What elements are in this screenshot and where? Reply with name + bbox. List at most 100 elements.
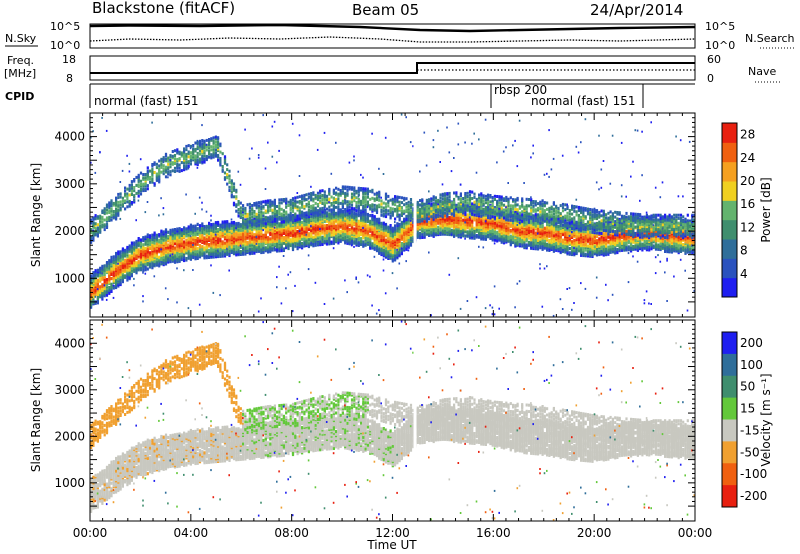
power-cell	[348, 227, 351, 232]
power-cell	[94, 269, 97, 273]
power-cell	[384, 202, 388, 206]
power-cell	[384, 244, 388, 248]
power-cell	[357, 193, 360, 197]
power-cell	[196, 139, 199, 142]
power-cell	[192, 144, 195, 147]
power-cell	[310, 209, 313, 213]
power-cell	[142, 176, 145, 180]
power-cell	[208, 150, 211, 154]
power-cell	[146, 169, 149, 173]
power-cell	[255, 220, 258, 224]
power-cell	[160, 159, 163, 163]
power-cell	[425, 216, 428, 220]
power-cell	[350, 214, 354, 218]
power-cell	[110, 262, 113, 266]
power-cell	[344, 198, 346, 201]
power-cell	[203, 139, 206, 143]
power-cell	[328, 199, 331, 203]
power-cell	[103, 223, 106, 227]
power-cell	[457, 203, 460, 207]
power-cell	[425, 218, 428, 222]
power-cell	[221, 251, 224, 255]
power-cell	[314, 218, 317, 222]
power-cell	[192, 224, 195, 228]
power-cell	[400, 212, 403, 216]
power-cell	[321, 194, 324, 197]
power-cell	[149, 238, 152, 242]
power-cell	[301, 204, 304, 208]
power-cell	[362, 208, 365, 212]
power-cell	[248, 215, 251, 219]
power-cell	[232, 182, 236, 186]
power-cell	[298, 212, 301, 216]
power-cell	[437, 208, 440, 212]
power-cell	[101, 276, 104, 280]
power-cell	[430, 314, 432, 317]
power-cell	[92, 295, 95, 299]
power-cell	[344, 201, 347, 205]
power-cell	[366, 190, 369, 194]
power-cell	[316, 194, 320, 198]
power-cell	[135, 219, 137, 222]
power-cell	[450, 228, 453, 232]
power-cell	[201, 147, 204, 150]
power-cell	[130, 185, 133, 188]
power-cell	[180, 169, 183, 173]
power-cell	[353, 199, 356, 203]
power-cell	[375, 211, 379, 214]
power-cell	[255, 216, 258, 219]
freq-label-line2: [MHz]	[4, 67, 36, 80]
power-cell	[203, 149, 206, 153]
power-cell	[185, 193, 187, 196]
power-cell	[366, 192, 369, 196]
nave-tick-low: 0	[707, 72, 714, 85]
power-cell	[307, 205, 310, 209]
power-cell	[167, 159, 170, 163]
power-cell	[384, 210, 388, 214]
power-cell	[337, 202, 340, 206]
power-cell	[208, 251, 211, 255]
power-cell	[269, 220, 272, 224]
power-cell	[398, 205, 401, 209]
power-cell	[319, 200, 322, 204]
power-cell	[230, 185, 233, 189]
power-cell	[151, 172, 154, 176]
power-cell	[303, 197, 306, 201]
power-cell	[380, 243, 383, 247]
power-cell	[228, 242, 231, 246]
power-cell	[124, 248, 127, 252]
power-cell	[380, 224, 383, 228]
power-cell	[405, 260, 407, 263]
power-cell	[167, 166, 170, 170]
power-cell	[434, 205, 437, 209]
power-cell	[112, 270, 115, 274]
power-cell	[341, 236, 344, 240]
power-cell	[115, 204, 118, 208]
power-cell	[453, 197, 456, 201]
power-cell	[409, 206, 413, 210]
power-cell	[332, 188, 335, 192]
power-cell	[146, 267, 149, 271]
power-cell	[276, 286, 278, 289]
power-cell	[298, 230, 301, 233]
power-cell	[101, 116, 103, 119]
power-cell	[194, 149, 197, 153]
power-cell	[337, 197, 340, 201]
power-cell	[473, 205, 476, 209]
power-cell	[183, 256, 186, 260]
power-cell	[303, 211, 306, 215]
power-cell	[246, 246, 249, 250]
power-cell	[133, 284, 135, 287]
power-cell	[471, 202, 474, 206]
power-cell	[212, 236, 215, 241]
power-cell	[357, 231, 360, 235]
power-cell	[419, 218, 422, 222]
power-cell	[316, 210, 320, 214]
power-cell	[301, 223, 304, 227]
power-cell	[282, 217, 285, 221]
power-cell	[282, 228, 285, 233]
power-cell	[373, 229, 376, 233]
power-cell	[158, 172, 161, 176]
power-cell	[96, 288, 99, 291]
power-cell	[217, 155, 220, 159]
